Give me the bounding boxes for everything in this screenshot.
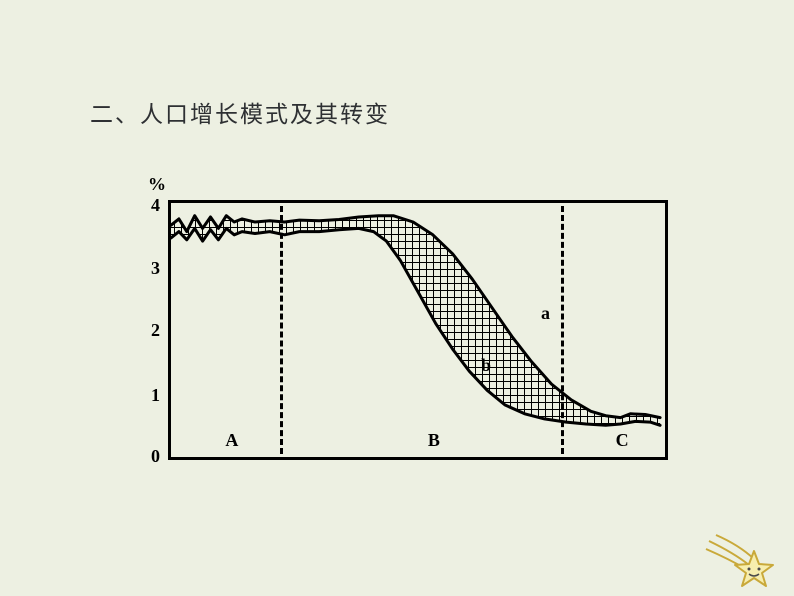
chart-frame: A B C a b xyxy=(168,200,668,460)
series-label-b: b xyxy=(481,355,491,376)
phase-label-b: B xyxy=(428,430,440,451)
series-label-a: a xyxy=(541,303,550,324)
chart-svg xyxy=(171,203,665,457)
phase-label-a: A xyxy=(225,430,238,451)
ytick-0: 0 xyxy=(140,446,160,467)
ytick-3: 3 xyxy=(140,258,160,279)
phase-label-c: C xyxy=(616,430,629,451)
page-title: 二、人口增长模式及其转变 xyxy=(90,95,390,129)
y-axis-unit: % xyxy=(148,174,166,195)
phase-divider-ab xyxy=(280,206,283,454)
demographic-transition-chart: % 4 3 2 1 0 A B C a b xyxy=(100,180,680,480)
shooting-star-icon xyxy=(704,533,779,588)
ytick-2: 2 xyxy=(140,320,160,341)
phase-divider-bc xyxy=(561,206,564,454)
ytick-1: 1 xyxy=(140,385,160,406)
ytick-4: 4 xyxy=(140,195,160,216)
